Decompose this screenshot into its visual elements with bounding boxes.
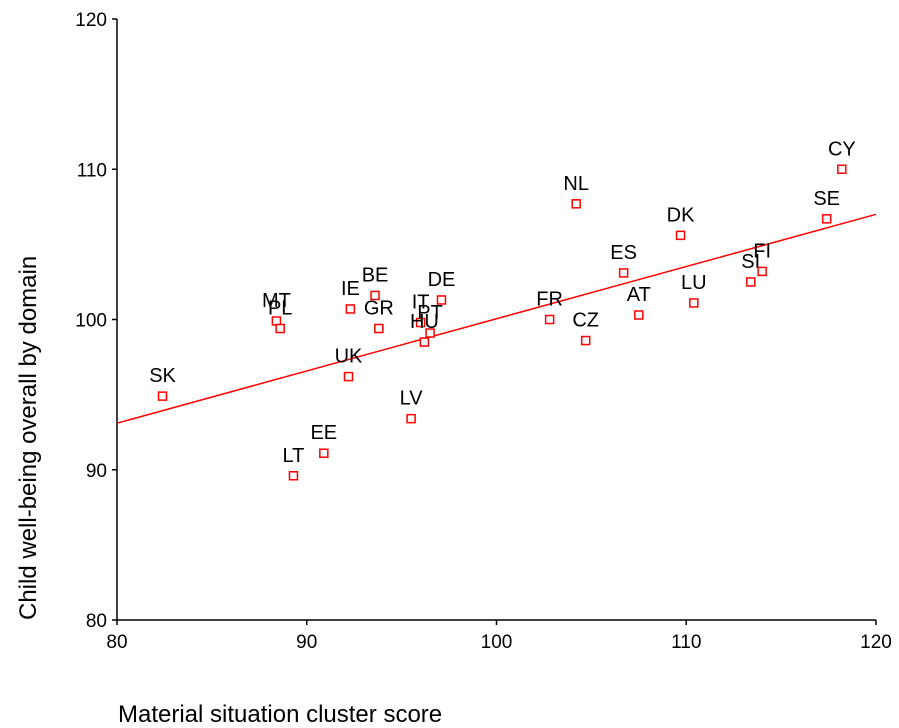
data-point-marker — [343, 371, 354, 382]
data-point-marker — [746, 277, 756, 287]
data-point-marker — [757, 266, 767, 277]
data-point-marker — [319, 448, 329, 458]
data-point-marker — [821, 214, 832, 224]
y-tick-label: 90 — [86, 461, 107, 482]
data-point-label: PT — [417, 302, 443, 324]
data-point-marker — [419, 337, 430, 347]
x-tick-label: 80 — [106, 632, 127, 653]
data-point-label: GR — [364, 298, 394, 320]
data-point-label: NL — [563, 173, 589, 195]
y-tick-label: 120 — [75, 10, 107, 31]
x-axis-ticks: 80 90 100 110 120 — [106, 620, 892, 653]
data-point-marker — [436, 295, 447, 305]
data-point-label: BE — [362, 264, 389, 286]
data-point-label: FR — [536, 289, 563, 311]
x-tick-label: 110 — [671, 632, 701, 653]
data-point-label: IE — [341, 278, 360, 300]
data-point-marker — [415, 317, 426, 328]
data-point-marker — [634, 310, 644, 320]
data-point-label: UK — [335, 346, 363, 368]
data-point-marker — [370, 290, 380, 301]
data-point-label: ES — [610, 242, 637, 264]
data-point-label: SK — [149, 365, 176, 387]
y-tick-label: 110 — [77, 160, 107, 181]
data-point-label: CZ — [572, 310, 599, 332]
x-tick-label: 90 — [296, 632, 317, 653]
data-point-marker — [374, 323, 384, 334]
regression-line — [116, 213, 877, 424]
data-point-marker — [275, 323, 285, 334]
x-tick-label: 120 — [860, 632, 892, 653]
data-point-label: DK — [667, 204, 695, 226]
x-axis-title: Material situation cluster score — [118, 701, 442, 728]
data-point-label: LU — [681, 272, 707, 294]
data-point-label: MT — [262, 290, 291, 312]
data-point-label: AT — [627, 284, 651, 306]
y-tick-label: 100 — [75, 311, 107, 332]
data-point-label: LV — [400, 388, 424, 410]
data-point-marker — [675, 230, 686, 241]
data-point-label: FI — [753, 240, 771, 262]
data-point-marker — [618, 268, 629, 278]
data-point-label: LT — [283, 445, 305, 467]
data-point-marker — [544, 314, 555, 325]
regression-line-group — [116, 213, 877, 424]
data-point-label: PL — [268, 298, 292, 320]
data-point-marker — [406, 413, 416, 424]
data-point-label: CY — [828, 138, 856, 160]
data-point-label: IT — [412, 292, 430, 314]
x-tick-label: 100 — [481, 632, 513, 653]
data-point-marker — [580, 335, 591, 346]
data-point-marker — [689, 298, 699, 308]
data-point-label: DE — [428, 269, 456, 291]
y-tick-label: 80 — [86, 611, 107, 632]
data-point-label: SI — [741, 251, 760, 273]
data-point-marker — [571, 199, 581, 209]
data-point-label: SE — [813, 188, 840, 210]
y-axis-ticks: 80 90 100 110 120 — [75, 10, 117, 632]
y-axis-title: Child well-being overall by domain — [15, 256, 42, 620]
data-point-marker — [837, 164, 847, 174]
data-point-label: HU — [410, 311, 439, 333]
data-point-marker — [425, 328, 435, 338]
data-point-marker — [157, 391, 168, 401]
data-point-label: EE — [310, 422, 337, 444]
data-point-marker — [288, 471, 299, 481]
data-point-marker — [345, 304, 356, 314]
